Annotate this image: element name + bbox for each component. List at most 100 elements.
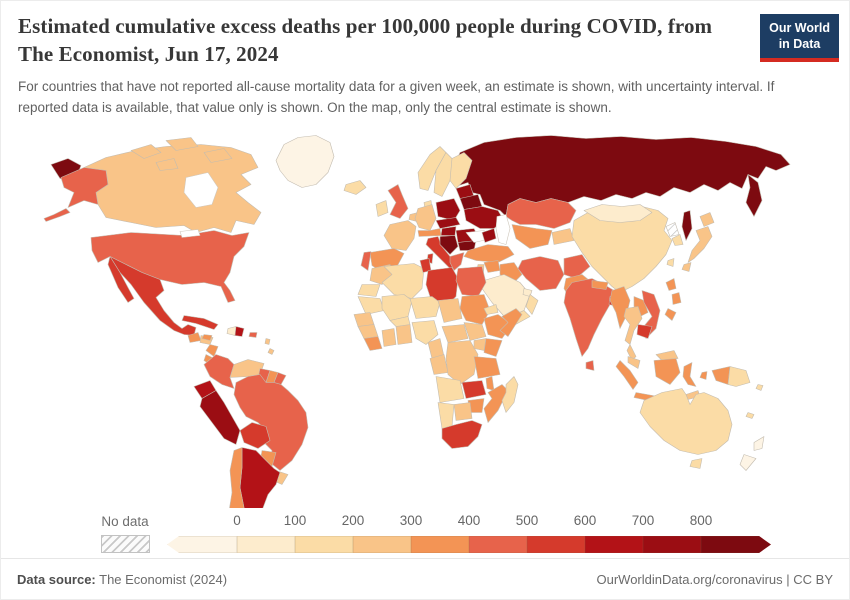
country-czechia-slovakia[interactable] bbox=[435, 217, 461, 229]
country-canada[interactable] bbox=[83, 144, 262, 233]
country-japan-kyushu[interactable] bbox=[681, 262, 692, 272]
country-russia-sakhalin[interactable] bbox=[681, 210, 693, 241]
country-chad[interactable] bbox=[437, 298, 463, 323]
country-north-korea[interactable] bbox=[665, 222, 680, 237]
country-madagascar[interactable] bbox=[501, 376, 519, 413]
country-greenland[interactable] bbox=[275, 135, 335, 188]
country-switzerland-austria[interactable] bbox=[417, 228, 442, 237]
country-malaysia[interactable] bbox=[627, 356, 641, 369]
country-drc[interactable] bbox=[445, 340, 479, 385]
country-indonesia-sulawesi[interactable] bbox=[682, 362, 697, 387]
country-taiwan[interactable] bbox=[666, 258, 675, 267]
country-syria[interactable] bbox=[483, 260, 501, 273]
country-portugal[interactable] bbox=[360, 251, 372, 271]
country-new-zealand-south[interactable] bbox=[739, 454, 757, 471]
country-south-sudan[interactable] bbox=[463, 322, 487, 341]
legend-bin-above-800[interactable] bbox=[701, 536, 771, 553]
country-mauritania[interactable] bbox=[357, 296, 385, 315]
country-usa-alaska[interactable] bbox=[60, 167, 109, 208]
country-kazakhstan[interactable] bbox=[505, 198, 577, 229]
country-egypt[interactable] bbox=[455, 266, 487, 297]
country-ivory-coast[interactable] bbox=[381, 328, 397, 347]
country-congo-gabon[interactable] bbox=[429, 354, 449, 375]
country-papua-new-guinea[interactable] bbox=[727, 366, 751, 387]
country-peru[interactable] bbox=[199, 390, 241, 445]
country-new-caledonia[interactable] bbox=[745, 412, 755, 419]
country-myanmar[interactable] bbox=[609, 286, 631, 329]
country-oman[interactable] bbox=[525, 294, 539, 315]
country-afghanistan[interactable] bbox=[563, 254, 591, 279]
country-malawi[interactable] bbox=[485, 376, 495, 391]
country-philippines-mindanao[interactable] bbox=[664, 308, 677, 321]
country-lesser-antilles-1[interactable] bbox=[264, 338, 271, 345]
country-mexico[interactable] bbox=[109, 256, 197, 336]
country-poland[interactable] bbox=[435, 198, 461, 221]
country-philippines-visayas[interactable] bbox=[671, 292, 682, 305]
country-canada-island-2[interactable] bbox=[165, 137, 199, 151]
attribution[interactable]: OurWorldinData.org/coronavirus | CC BY bbox=[596, 571, 833, 587]
country-jamaica[interactable] bbox=[201, 334, 213, 341]
country-cambodia[interactable] bbox=[636, 324, 653, 339]
country-botswana[interactable] bbox=[453, 402, 473, 421]
country-namibia[interactable] bbox=[437, 402, 455, 429]
no-data-swatch[interactable] bbox=[101, 535, 150, 553]
country-south-korea[interactable] bbox=[671, 234, 684, 246]
country-canada-island-1[interactable] bbox=[130, 144, 162, 159]
country-australia[interactable] bbox=[639, 388, 733, 455]
country-eritrea[interactable] bbox=[483, 304, 499, 315]
legend-bin-700-800[interactable] bbox=[643, 536, 701, 553]
legend-bin-200-300[interactable] bbox=[353, 536, 411, 553]
country-india[interactable] bbox=[563, 278, 615, 357]
country-canada-island-3[interactable] bbox=[203, 148, 233, 163]
legend-bin-0-100[interactable] bbox=[237, 536, 295, 553]
country-puerto-rico[interactable] bbox=[248, 332, 258, 338]
country-guinea[interactable] bbox=[357, 324, 379, 339]
country-nigeria[interactable] bbox=[411, 320, 439, 345]
country-turkey[interactable] bbox=[463, 244, 515, 263]
country-western-sahara[interactable] bbox=[357, 284, 381, 297]
country-indonesia-kalimantan[interactable] bbox=[653, 358, 681, 385]
country-central-african-republic[interactable] bbox=[441, 324, 469, 343]
country-malaysia-borneo[interactable] bbox=[655, 350, 679, 361]
legend-bin-600-700[interactable] bbox=[585, 536, 643, 553]
country-somalia[interactable] bbox=[499, 308, 523, 337]
country-new-zealand-north[interactable] bbox=[753, 436, 765, 451]
country-iran[interactable] bbox=[517, 256, 565, 291]
country-nepal[interactable] bbox=[591, 280, 609, 290]
country-canada-island-4[interactable] bbox=[155, 158, 179, 171]
legend-bin-500-600[interactable] bbox=[527, 536, 585, 553]
country-south-africa[interactable] bbox=[441, 420, 483, 449]
country-kyrgyzstan-tajikistan[interactable] bbox=[551, 228, 575, 245]
country-indonesia-moluccas[interactable] bbox=[699, 371, 708, 380]
country-western-balkans[interactable] bbox=[439, 235, 459, 255]
country-ghana-togo-benin[interactable] bbox=[395, 324, 413, 345]
country-united-kingdom[interactable] bbox=[387, 184, 409, 219]
country-greece[interactable] bbox=[449, 252, 465, 271]
country-lesser-antilles-2[interactable] bbox=[267, 348, 275, 355]
country-france[interactable] bbox=[383, 220, 417, 251]
country-japan-honshu[interactable] bbox=[687, 226, 713, 263]
country-dominican-republic[interactable] bbox=[234, 326, 245, 337]
country-mexico-baja[interactable] bbox=[107, 256, 135, 303]
country-iceland[interactable] bbox=[343, 180, 367, 195]
country-niger[interactable] bbox=[409, 296, 441, 319]
country-tanzania[interactable] bbox=[473, 356, 501, 379]
country-senegal[interactable] bbox=[353, 312, 375, 327]
country-central-asia[interactable] bbox=[511, 224, 553, 249]
legend-bin-400-500[interactable] bbox=[469, 536, 527, 553]
country-philippines-luzon[interactable] bbox=[665, 278, 677, 291]
country-indonesia-papua[interactable] bbox=[711, 366, 731, 385]
country-haiti[interactable] bbox=[226, 326, 237, 336]
country-ireland[interactable] bbox=[375, 200, 389, 217]
country-angola[interactable] bbox=[435, 376, 465, 403]
country-germany[interactable] bbox=[414, 204, 437, 231]
country-algeria[interactable] bbox=[381, 263, 425, 299]
country-russia[interactable] bbox=[447, 135, 791, 217]
legend-bin-300-400[interactable] bbox=[411, 536, 469, 553]
country-indonesia-sumatra[interactable] bbox=[615, 360, 639, 390]
country-uganda[interactable] bbox=[473, 338, 487, 351]
country-caucasus[interactable] bbox=[481, 228, 497, 243]
country-solomon-islands[interactable] bbox=[755, 384, 764, 391]
country-japan-hokkaido[interactable] bbox=[699, 212, 715, 227]
country-zambia[interactable] bbox=[461, 380, 487, 399]
